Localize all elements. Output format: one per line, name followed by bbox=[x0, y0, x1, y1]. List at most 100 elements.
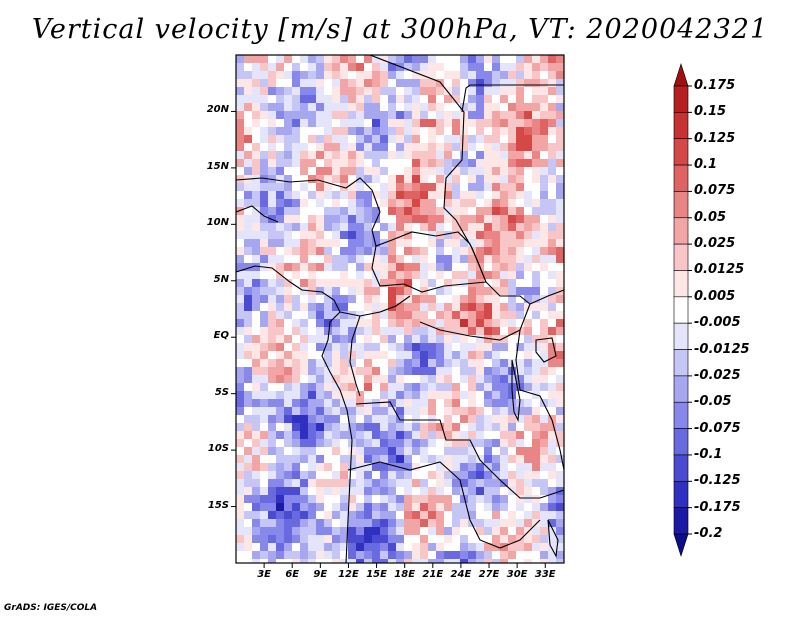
field-cell bbox=[484, 535, 493, 544]
field-cell bbox=[356, 71, 365, 80]
field-cell bbox=[364, 447, 373, 456]
field-cell bbox=[356, 519, 365, 528]
field-cell bbox=[444, 295, 453, 304]
field-cell bbox=[356, 327, 365, 336]
field-cell bbox=[556, 71, 564, 80]
field-cell bbox=[484, 471, 493, 480]
field-cell bbox=[532, 431, 541, 440]
field-cell bbox=[484, 95, 493, 104]
field-cell bbox=[316, 143, 325, 152]
field-cell bbox=[412, 383, 421, 392]
field-cell bbox=[532, 111, 541, 120]
field-cell bbox=[332, 423, 341, 432]
field-cell bbox=[340, 199, 349, 208]
field-cell bbox=[300, 407, 309, 416]
field-cell bbox=[436, 303, 445, 312]
field-cell bbox=[460, 503, 469, 512]
field-cell bbox=[540, 199, 549, 208]
field-cell bbox=[540, 383, 549, 392]
field-cell bbox=[284, 263, 293, 272]
field-cell bbox=[484, 351, 493, 360]
field-cell bbox=[348, 447, 357, 456]
field-cell bbox=[548, 79, 557, 88]
field-cell bbox=[308, 351, 317, 360]
field-cell bbox=[548, 375, 557, 384]
field-cell bbox=[540, 487, 549, 496]
field-cell bbox=[356, 95, 365, 104]
field-cell bbox=[268, 343, 277, 352]
field-cell bbox=[244, 511, 253, 520]
field-cell bbox=[420, 167, 429, 176]
field-cell bbox=[468, 519, 477, 528]
field-cell bbox=[484, 359, 493, 368]
field-cell bbox=[404, 303, 413, 312]
field-cell bbox=[244, 255, 253, 264]
field-cell bbox=[556, 215, 564, 224]
field-cell bbox=[388, 407, 397, 416]
field-cell bbox=[380, 175, 389, 184]
field-cell bbox=[388, 199, 397, 208]
field-cell bbox=[420, 447, 429, 456]
field-cell bbox=[548, 503, 557, 512]
field-cell bbox=[436, 375, 445, 384]
field-cell bbox=[292, 135, 301, 144]
field-cell bbox=[460, 183, 469, 192]
field-cell bbox=[292, 159, 301, 168]
field-cell bbox=[500, 391, 509, 400]
field-cell bbox=[316, 95, 325, 104]
field-cell bbox=[524, 391, 533, 400]
field-cell bbox=[356, 271, 365, 280]
field-cell bbox=[396, 87, 405, 96]
field-cell bbox=[468, 327, 477, 336]
field-cell bbox=[500, 71, 509, 80]
field-cell bbox=[484, 231, 493, 240]
field-cell bbox=[540, 183, 549, 192]
field-cell bbox=[468, 239, 477, 248]
field-cell bbox=[380, 375, 389, 384]
field-cell bbox=[372, 239, 381, 248]
field-cell bbox=[276, 95, 285, 104]
field-cell bbox=[484, 551, 493, 560]
field-cell bbox=[292, 279, 301, 288]
field-cell bbox=[244, 503, 253, 512]
field-cell bbox=[532, 215, 541, 224]
field-cell bbox=[244, 407, 253, 416]
field-cell bbox=[284, 359, 293, 368]
field-cell bbox=[508, 223, 517, 232]
field-cell bbox=[348, 55, 357, 64]
field-cell bbox=[324, 439, 333, 448]
field-cell bbox=[276, 79, 285, 88]
field-cell bbox=[532, 527, 541, 536]
field-cell bbox=[420, 351, 429, 360]
field-cell bbox=[332, 551, 341, 560]
field-cell bbox=[236, 551, 245, 560]
field-cell bbox=[324, 407, 333, 416]
field-cell bbox=[260, 199, 269, 208]
field-cell bbox=[292, 143, 301, 152]
field-cell bbox=[372, 527, 381, 536]
field-cell bbox=[284, 175, 293, 184]
field-cell bbox=[348, 527, 357, 536]
field-cell bbox=[556, 79, 564, 88]
field-cell bbox=[284, 231, 293, 240]
field-cell bbox=[500, 295, 509, 304]
field-cell bbox=[420, 143, 429, 152]
field-cell bbox=[420, 95, 429, 104]
field-cell bbox=[412, 103, 421, 112]
field-cell bbox=[532, 463, 541, 472]
field-cell bbox=[484, 543, 493, 552]
field-cell bbox=[244, 231, 253, 240]
field-cell bbox=[468, 191, 477, 200]
field-cell bbox=[516, 127, 525, 136]
field-cell bbox=[356, 319, 365, 328]
field-cell bbox=[556, 279, 564, 288]
field-cell bbox=[372, 319, 381, 328]
field-cell bbox=[380, 383, 389, 392]
field-cell bbox=[356, 535, 365, 544]
field-cell bbox=[468, 559, 477, 563]
field-cell bbox=[412, 143, 421, 152]
field-cell bbox=[420, 159, 429, 168]
field-cell bbox=[300, 543, 309, 552]
field-cell bbox=[380, 455, 389, 464]
field-cell bbox=[284, 159, 293, 168]
